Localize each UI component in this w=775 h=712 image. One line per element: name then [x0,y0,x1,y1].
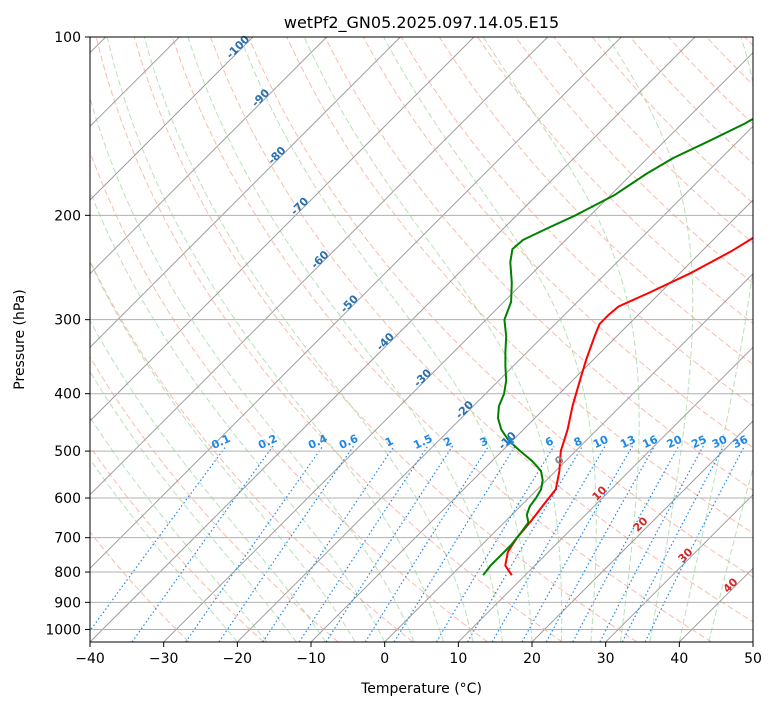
y-tick-label: 1000 [45,622,81,638]
y-tick-label: 100 [54,30,81,46]
y-tick-label: 400 [54,387,81,403]
y-tick-label: 300 [54,313,81,329]
y-tick-label: 600 [54,491,81,507]
x-axis-label: Temperature (°C) [360,681,482,697]
plot-area [90,37,753,642]
x-tick-label: 20 [523,651,541,667]
x-tick-label: 10 [449,651,467,667]
chart-title: wetPf2_GN05.2025.097.14.05.E15 [284,13,559,33]
y-tick-label: 900 [54,595,81,611]
x-tick-label: 30 [597,651,615,667]
x-tick-label: −10 [296,651,326,667]
y-tick-label: 500 [54,444,81,460]
x-tick-label: −40 [75,651,105,667]
y-tick-label: 200 [54,208,81,224]
x-tick-label: 40 [670,651,688,667]
y-tick-label: 700 [54,531,81,547]
x-tick-label: 0 [380,651,389,667]
y-axis-label: Pressure (hPa) [12,289,28,389]
x-tick-label: −20 [223,651,253,667]
x-tick-label: −30 [149,651,179,667]
y-tick-label: 800 [54,565,81,581]
x-tick-label: 50 [744,651,762,667]
